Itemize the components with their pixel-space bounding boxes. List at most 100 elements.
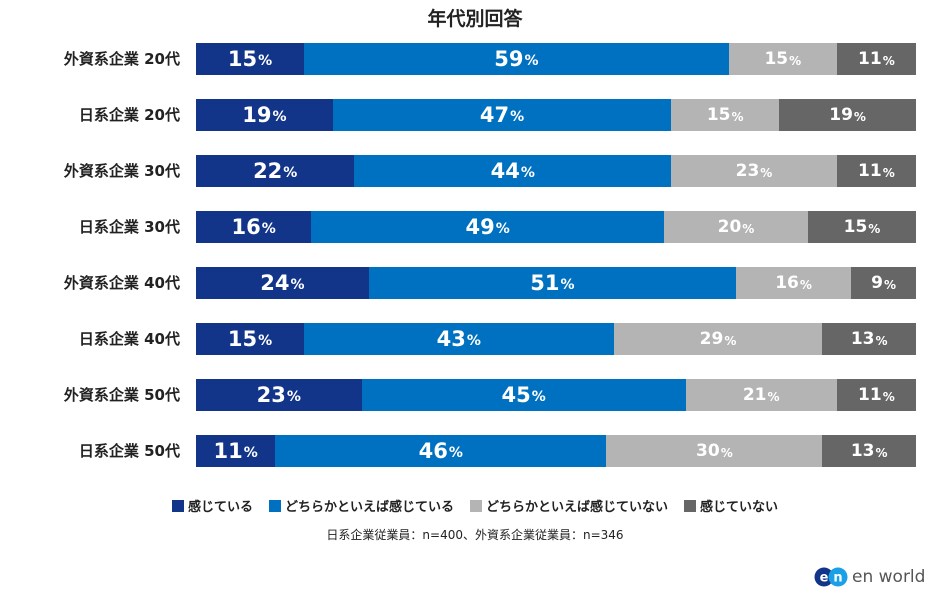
data-label: 49 xyxy=(465,215,495,239)
en-logo-icon: e n xyxy=(814,567,848,587)
legend-label: どちらかといえば感じている xyxy=(284,500,454,515)
data-label: 15 xyxy=(227,327,258,351)
bar-segment: 46% xyxy=(275,435,607,467)
category-label: 外資系企業 50代 xyxy=(63,386,180,404)
bar-segment: 45% xyxy=(361,379,686,411)
category-label: 外資系企業 20代 xyxy=(63,50,180,68)
stacked-bar: 11% 46% 30% 13% xyxy=(196,435,916,467)
bar-segment: 20% xyxy=(663,211,808,243)
bar-segment: 9% xyxy=(851,267,916,299)
legend-label: 感じていない xyxy=(700,500,779,515)
percent-unit: % xyxy=(243,445,258,461)
percent-unit: % xyxy=(258,333,273,349)
bar-segment: 16% xyxy=(735,267,852,299)
legend-swatch xyxy=(171,499,184,512)
percent-unit: % xyxy=(524,53,539,69)
category-label: 日系企業 30代 xyxy=(78,218,180,236)
data-label: 59 xyxy=(494,47,524,71)
bar-segment: 15% xyxy=(196,43,304,75)
data-label: 46 xyxy=(418,439,448,463)
legend-swatch xyxy=(268,499,281,512)
data-label: 20 xyxy=(717,217,742,237)
logo-text: en world xyxy=(852,567,926,587)
percent-unit: % xyxy=(760,166,773,180)
data-label: 23 xyxy=(256,383,286,407)
bar-segment: 24% xyxy=(196,267,369,299)
percent-unit: % xyxy=(875,334,888,348)
svg-text:e: e xyxy=(820,571,829,586)
bar-segment: 47% xyxy=(332,99,672,131)
category-label: 外資系企業 40代 xyxy=(63,274,180,292)
bar-segment: 11% xyxy=(836,379,916,411)
bar-segment: 13% xyxy=(822,323,916,355)
data-label: 21 xyxy=(742,385,767,405)
bar-segment: 11% xyxy=(836,155,916,187)
bar-segment: 22% xyxy=(196,155,355,187)
percent-unit: % xyxy=(495,221,510,237)
percent-unit: % xyxy=(724,334,737,348)
percent-unit: % xyxy=(731,110,744,124)
data-label: 11 xyxy=(213,439,243,463)
percent-unit: % xyxy=(853,110,866,124)
bar-segment: 15% xyxy=(807,211,916,243)
percent-unit: % xyxy=(883,278,896,292)
legend-label: 感じている xyxy=(187,500,253,515)
percent-unit: % xyxy=(799,278,812,292)
chart-title: 年代別回答 xyxy=(427,8,523,30)
data-label: 51 xyxy=(530,271,560,295)
bar-segment: 43% xyxy=(304,323,614,355)
stacked-bar: 15% 43% 29% 13% xyxy=(196,323,916,355)
bar-segment: 19% xyxy=(196,99,333,131)
data-label: 13 xyxy=(850,329,875,349)
bar-segment: 15% xyxy=(671,99,780,131)
data-label: 44 xyxy=(490,159,520,183)
percent-unit: % xyxy=(290,277,305,293)
percent-unit: % xyxy=(882,54,895,68)
category-label: 日系企業 40代 xyxy=(78,330,180,348)
data-label: 16 xyxy=(231,215,261,239)
stacked-bar: 24% 51% 16% 9% xyxy=(196,267,916,299)
data-label: 22 xyxy=(253,159,283,183)
bar-segment: 19% xyxy=(779,99,916,131)
bar-segment: 15% xyxy=(728,43,837,75)
svg-text:n: n xyxy=(833,571,842,586)
data-label: 19 xyxy=(829,105,853,125)
percent-unit: % xyxy=(875,446,888,460)
legend-item: 感じていない xyxy=(684,496,778,515)
category-label: 外資系企業 30代 xyxy=(63,162,180,180)
data-label: 9 xyxy=(871,273,883,293)
sample-size-note: 日系企業従業員：n=400、外資系企業従業員：n=346 xyxy=(326,528,624,542)
stacked-bar: 15% 59% 15% 11% xyxy=(196,43,916,75)
data-label: 47 xyxy=(479,103,510,127)
percent-unit: % xyxy=(882,166,895,180)
data-label: 15 xyxy=(764,49,789,69)
bar-segment: 11% xyxy=(836,43,916,75)
percent-unit: % xyxy=(510,109,525,125)
legend-swatch xyxy=(470,499,482,512)
en-world-logo: e n en world xyxy=(814,567,925,587)
percent-unit: % xyxy=(261,221,276,237)
percent-unit: % xyxy=(531,389,546,405)
data-label: 45 xyxy=(501,383,531,407)
data-label: 15 xyxy=(843,217,868,237)
percent-unit: % xyxy=(286,389,301,405)
bar-segment: 21% xyxy=(685,379,837,411)
stacked-bar: 16% 49% 20% 15% xyxy=(196,211,916,243)
percent-unit: % xyxy=(448,445,463,461)
legend-item: 感じている xyxy=(171,496,253,515)
legend-swatch xyxy=(684,499,697,512)
stacked-bar: 19% 47% 15% 19% xyxy=(196,99,916,131)
percent-unit: % xyxy=(720,446,733,460)
legend-label: どちらかといえば感じていない xyxy=(486,500,669,515)
data-label: 30 xyxy=(696,441,720,461)
bar-segment: 23% xyxy=(671,155,837,187)
data-label: 43 xyxy=(436,327,466,351)
legend-item: どちらかといえば感じていない xyxy=(470,496,668,515)
data-label: 11 xyxy=(858,161,882,181)
percent-unit: % xyxy=(283,165,298,181)
percent-unit: % xyxy=(258,53,273,69)
percent-unit: % xyxy=(520,165,535,181)
data-label: 19 xyxy=(242,103,272,127)
percent-unit: % xyxy=(560,277,575,293)
bar-segment: 51% xyxy=(368,267,736,299)
